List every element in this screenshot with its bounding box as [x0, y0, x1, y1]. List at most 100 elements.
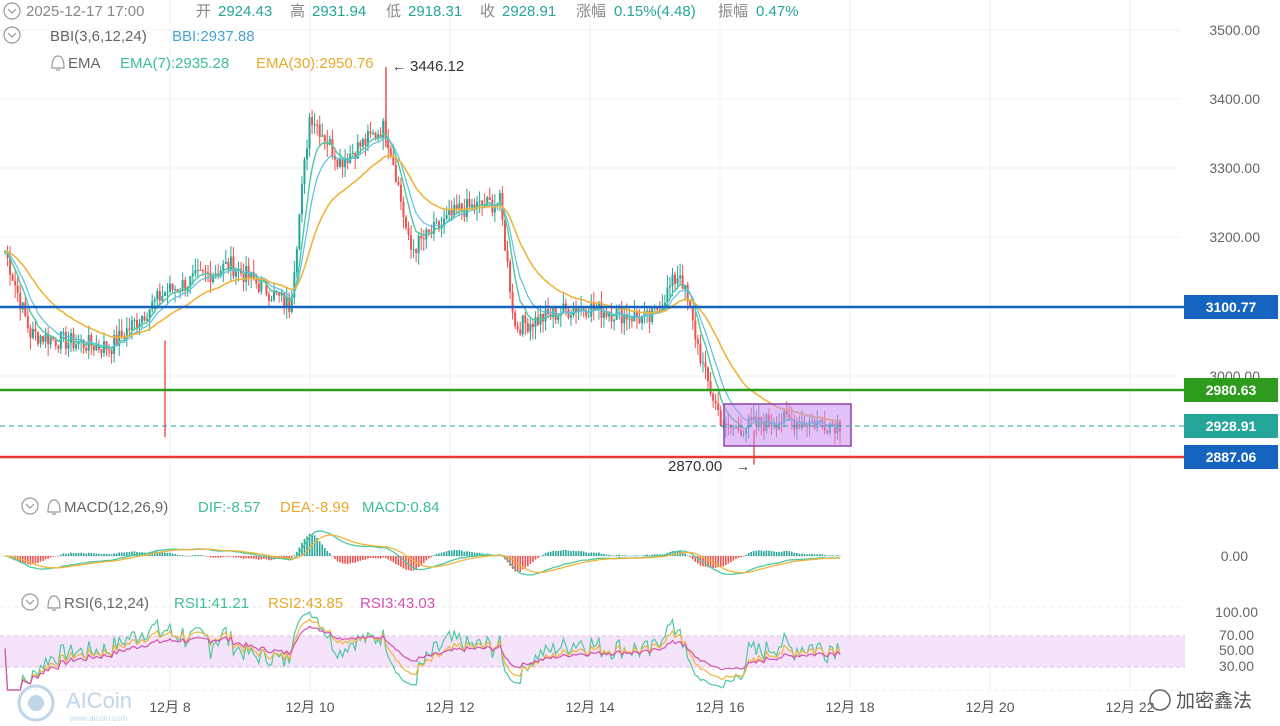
candle — [585, 308, 588, 320]
macd-bar — [217, 556, 219, 558]
candle — [67, 331, 70, 357]
candle — [714, 393, 717, 411]
blue-price-label[interactable]: 3100.77 — [1184, 295, 1278, 319]
aicoin-logo-sub: www.aicoin.com — [69, 714, 128, 723]
macd-lines — [4, 530, 841, 576]
macd-bar — [349, 556, 351, 564]
price-tick-3300: 3300.00 — [1209, 160, 1260, 176]
macd-bar — [813, 554, 816, 556]
consolidation-box[interactable] — [723, 403, 852, 447]
macd-bar — [202, 555, 204, 556]
red-price-label[interactable]: 2887.06 — [1184, 445, 1278, 469]
candle — [125, 317, 128, 347]
macd-bar — [750, 551, 752, 556]
macd-bar — [511, 556, 514, 570]
macd-bar — [590, 552, 593, 556]
candle — [420, 227, 423, 251]
macd-bar — [126, 552, 128, 556]
macd-bar — [567, 550, 570, 556]
candle — [49, 336, 52, 349]
macd-bar — [615, 555, 618, 556]
info-low: 2918.31 — [408, 3, 462, 20]
candle — [412, 239, 415, 258]
macd-bell-icon[interactable] — [47, 499, 61, 515]
macd-bar — [364, 556, 367, 560]
candle — [712, 391, 715, 408]
candle — [171, 283, 174, 293]
macd-bar — [638, 555, 641, 557]
green-price-label[interactable]: 2980.63 — [1184, 378, 1278, 402]
macd-bar — [768, 550, 770, 556]
macd-bar — [626, 555, 628, 557]
candle — [364, 133, 367, 156]
macd-bar — [113, 553, 115, 556]
macd-toggle-icon[interactable] — [21, 497, 39, 515]
macd-bar — [476, 552, 478, 556]
bbi-toggle-icon[interactable] — [3, 26, 21, 44]
candle — [110, 349, 113, 364]
macd-bar — [585, 552, 588, 556]
candle — [415, 248, 418, 263]
collapse-toggle-icon[interactable] — [3, 2, 21, 20]
info-amplitude: 0.47% — [756, 3, 799, 20]
macd-bar — [628, 555, 631, 557]
candle — [699, 334, 702, 367]
ema-bell-icon[interactable] — [51, 55, 65, 71]
candle — [331, 129, 334, 160]
macd-bar — [133, 551, 136, 556]
candle — [135, 312, 138, 335]
rsi-toggle-icon[interactable] — [21, 593, 39, 611]
candle — [427, 229, 430, 237]
macd-bar — [219, 556, 222, 558]
candle — [280, 289, 283, 302]
macd-bar — [582, 551, 585, 556]
macd-bar — [765, 550, 768, 556]
macd-bar — [372, 556, 374, 558]
candle — [120, 319, 123, 340]
macd-bar — [478, 552, 481, 556]
macd-bar — [72, 553, 75, 556]
candle — [448, 199, 451, 222]
macd-bar — [796, 552, 798, 556]
macd-bar — [653, 554, 656, 556]
macd-histogram — [4, 533, 841, 573]
candle — [31, 321, 34, 340]
macd-bar — [727, 556, 730, 564]
watermark-text: 加密鑫法 — [1176, 690, 1252, 712]
macd-bar — [659, 554, 661, 556]
macd-bar — [62, 553, 65, 556]
macd-bar — [450, 550, 453, 556]
macd-bar — [539, 555, 542, 557]
macd-bar — [636, 555, 638, 556]
candle — [267, 290, 270, 307]
candle — [39, 334, 42, 348]
macd-bar — [290, 556, 293, 558]
macd-bar — [293, 555, 296, 556]
macd-value: MACD:0.84 — [362, 499, 440, 516]
macd-bar — [245, 556, 247, 559]
macd-bar — [159, 552, 161, 556]
macd-bar — [118, 552, 121, 556]
candle — [242, 263, 245, 292]
macd-bar — [422, 556, 425, 563]
macd-bar — [773, 551, 775, 556]
candle — [306, 139, 309, 171]
macd-bar — [735, 556, 737, 560]
macd-bar — [757, 550, 760, 556]
macd-bar — [808, 554, 811, 556]
candle — [552, 306, 555, 329]
rsi-bell-icon[interactable] — [47, 595, 61, 611]
candle — [100, 349, 103, 359]
candle — [16, 274, 19, 303]
candle — [174, 285, 177, 303]
macd-bar — [443, 551, 445, 556]
aicoin-logo-icon — [17, 684, 55, 722]
macd-bar — [65, 553, 67, 556]
candle — [161, 285, 164, 302]
candle — [676, 265, 679, 290]
macd-bar — [417, 556, 420, 567]
candle — [478, 191, 481, 214]
current-price-label[interactable]: 2928.91 — [1184, 414, 1278, 438]
macd-bar — [537, 556, 539, 559]
